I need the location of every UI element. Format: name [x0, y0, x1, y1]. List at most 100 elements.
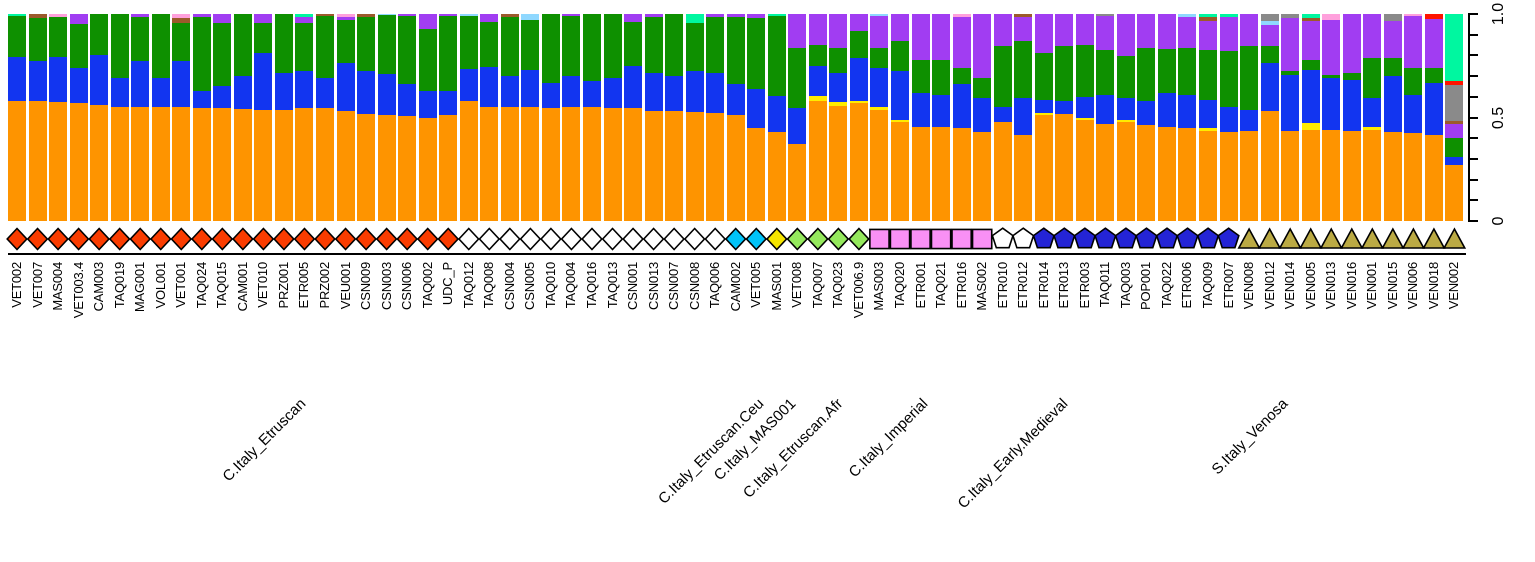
segment-gr — [767, 16, 786, 96]
segment-ye — [849, 100, 868, 104]
segment-pu — [1445, 123, 1464, 139]
bar-TAQ010 — [541, 14, 560, 221]
bar-MAS001 — [767, 14, 786, 221]
segment-cy — [521, 14, 540, 21]
diamond-marker-VET001 — [170, 227, 193, 251]
triangle-marker-VEN016 — [1340, 227, 1364, 249]
diamond-marker-CSN007 — [663, 227, 686, 251]
segment-gr — [932, 60, 951, 96]
segment-bl — [1075, 96, 1094, 119]
segment-mi — [1199, 14, 1218, 18]
segment-pu — [1137, 14, 1156, 49]
sample-label-TAQ012: TAQ012 — [460, 262, 476, 309]
segment-gr — [1342, 73, 1361, 81]
segment-or — [1424, 134, 1443, 221]
segment-gr — [1096, 50, 1115, 96]
sample-label-MAS004: MAS004 — [50, 262, 66, 311]
segment-pk — [49, 14, 68, 18]
diamond-marker-TAQ024 — [190, 227, 213, 251]
segment-mi — [295, 14, 314, 18]
segment-pu — [911, 14, 930, 61]
segment-pk — [1404, 14, 1423, 17]
segment-pu — [788, 14, 807, 49]
segment-gr — [1404, 68, 1423, 96]
segment-or — [480, 106, 499, 221]
segment-gr — [952, 68, 971, 85]
x-axis-line — [8, 253, 1466, 256]
square-marker-MAS002 — [971, 228, 993, 250]
segment-gr — [891, 41, 909, 72]
sample-label-TAQ009: TAQ009 — [1200, 262, 1216, 309]
bar-CSN006 — [398, 14, 417, 221]
segment-or — [254, 110, 273, 221]
segment-ye — [870, 106, 889, 111]
segment-gr — [521, 20, 540, 71]
segment-bl — [418, 91, 437, 118]
square-marker-TAQ021 — [930, 228, 952, 250]
bar-TAQ007 — [808, 14, 827, 221]
bar-TAQ003 — [1116, 14, 1135, 221]
sample-label-PRZ002: PRZ002 — [317, 262, 333, 309]
segment-or — [582, 106, 601, 221]
segment-br — [172, 18, 191, 24]
segment-or — [993, 121, 1012, 221]
sample-label-CSN005: CSN005 — [522, 262, 538, 310]
segment-gy — [1445, 85, 1464, 121]
segment-pu — [1301, 21, 1320, 61]
sample-label-VET006.9: VET006.9 — [850, 262, 866, 319]
segment-bl — [28, 60, 47, 101]
segment-bl — [69, 67, 88, 104]
sample-label-VEN001: VEN001 — [1364, 262, 1380, 310]
segment-bl — [870, 68, 889, 107]
diamond-marker-VET006.9 — [848, 227, 870, 251]
segment-br — [357, 14, 376, 18]
diamond-marker-VET002 — [6, 227, 28, 251]
sample-label-POP001: POP001 — [1138, 262, 1154, 310]
segment-or — [624, 108, 643, 221]
sample-label-UDC_P: UDC_P — [440, 262, 456, 306]
segment-gr — [747, 18, 766, 89]
bar-CSN008 — [685, 14, 704, 221]
sample-label-VEN008: VEN008 — [1241, 262, 1257, 310]
segment-bl — [1322, 78, 1341, 130]
y-axis-tick — [1470, 116, 1478, 119]
sample-label-TAQ024: TAQ024 — [193, 262, 209, 309]
segment-bl — [90, 55, 109, 106]
segment-br — [1199, 17, 1218, 22]
segment-pu — [1424, 19, 1443, 69]
segment-gr — [726, 17, 745, 85]
segment-bl — [562, 76, 581, 108]
bar-PRZ001 — [274, 14, 293, 221]
segment-or — [1157, 126, 1176, 221]
sample-label-ETR007: ETR007 — [1220, 262, 1236, 309]
segment-or — [459, 101, 478, 221]
diamond-marker-CSN006 — [396, 227, 419, 251]
segment-pu — [1281, 18, 1300, 72]
sample-label-MAS001: MAS001 — [768, 262, 784, 311]
y-axis-tick — [1470, 95, 1478, 98]
sample-label-VEN013: VEN013 — [1323, 262, 1339, 310]
segment-gr — [213, 23, 232, 87]
segment-pu — [1219, 17, 1238, 52]
y-axis-tick — [1470, 157, 1478, 160]
y-axis-label-0: 0 — [1490, 216, 1507, 226]
sample-label-VOL001: VOL001 — [152, 262, 168, 309]
y-axis-tick — [1470, 54, 1478, 57]
segment-pu — [808, 14, 827, 46]
pentagon-marker-ETR013 — [1053, 227, 1076, 249]
segment-bl — [1404, 95, 1423, 134]
segment-bl — [131, 60, 150, 107]
segment-bl — [891, 71, 909, 120]
segment-or — [110, 106, 129, 221]
segment-gr — [685, 23, 704, 72]
segment-bl — [1260, 63, 1279, 112]
segment-bl — [1014, 98, 1033, 135]
segment-pu — [1199, 21, 1218, 51]
bar-TAQ016 — [582, 14, 601, 221]
segment-bl — [932, 95, 951, 127]
bar-CSN003 — [377, 14, 396, 221]
diamond-marker-TAQ002 — [416, 227, 439, 251]
segment-ye — [1075, 118, 1094, 121]
sample-label-TAQ002: TAQ002 — [419, 262, 435, 309]
square-marker-ETR016 — [951, 228, 973, 250]
